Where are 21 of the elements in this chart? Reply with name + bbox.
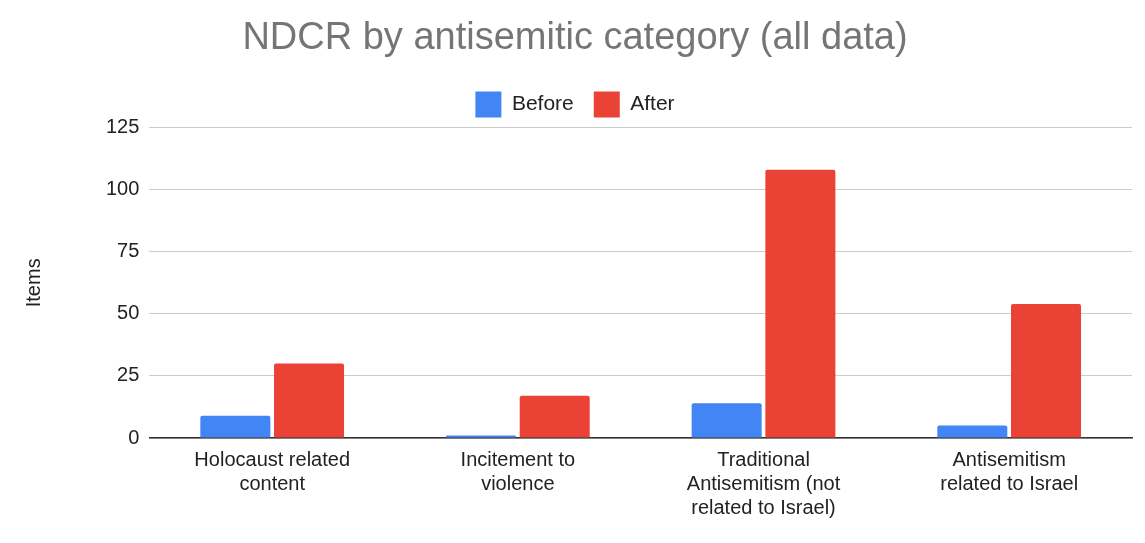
legend-label: Before xyxy=(511,91,574,115)
bar xyxy=(765,169,836,438)
chart-title: NDCR by antisemitic category (all data) xyxy=(242,15,908,58)
bar xyxy=(1011,303,1082,438)
legend-label: After xyxy=(630,91,675,115)
x-tick-label: Holocaust related content xyxy=(194,447,351,494)
y-tick-label: 100 xyxy=(105,177,140,200)
x-tick-label: Antisemitism related to Israel xyxy=(940,447,1079,494)
bar xyxy=(200,415,271,438)
y-tick-label: 25 xyxy=(117,363,140,386)
bar xyxy=(519,395,590,438)
bar xyxy=(274,363,345,438)
bar xyxy=(691,403,762,438)
y-tick-label: 125 xyxy=(105,115,140,138)
x-tick-label: Incitement to violence xyxy=(460,447,576,494)
x-tick-label: Traditional Antisemitism (not related to Israel) xyxy=(686,447,841,518)
y-tick-label: 50 xyxy=(117,301,140,324)
y-tick-label: 75 xyxy=(117,239,140,262)
bar xyxy=(937,425,1008,438)
y-tick-label: 0 xyxy=(128,425,140,448)
y-axis-title: Items xyxy=(21,258,44,308)
